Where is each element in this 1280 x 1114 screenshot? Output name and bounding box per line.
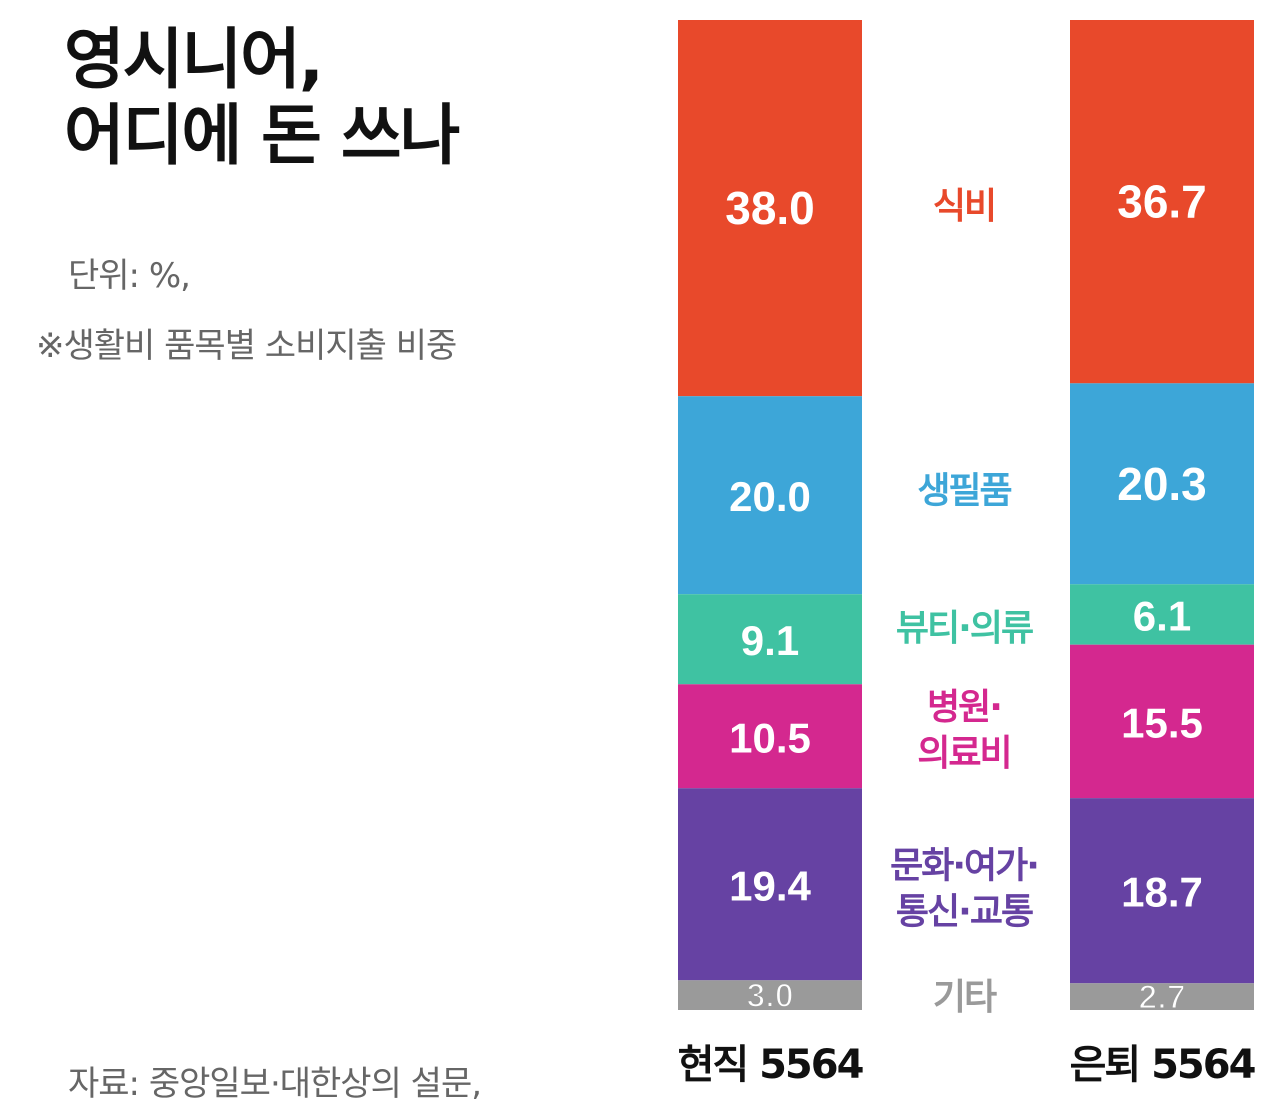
chart-title-line-1: 영시니어, bbox=[64, 21, 324, 98]
legend-label-6: 기타 bbox=[933, 977, 997, 1018]
bar-segment-2-2 bbox=[1070, 383, 1254, 585]
data-label-1-4: 10.5 bbox=[729, 714, 811, 761]
bar-segment-1-5 bbox=[678, 788, 862, 981]
description-note: ※생활비 품목별 소비지출 비중 bbox=[36, 326, 457, 366]
legend-label-line: 생필품 bbox=[917, 471, 1011, 512]
legend-label-line: 식비 bbox=[933, 186, 995, 227]
legend-label-5: 문화·여가· 통신·교통 bbox=[890, 845, 1038, 932]
data-label-1-1: 38.0 bbox=[725, 182, 815, 234]
bar-segment-1-1 bbox=[678, 20, 862, 397]
bar-segment-1-3 bbox=[678, 594, 862, 685]
legend-label-line: 병원· bbox=[927, 687, 1001, 728]
bar-segment-2-6 bbox=[1070, 983, 1254, 1010]
chart-title: 영시니어, 어디에 돈 쓰나 bbox=[64, 21, 460, 174]
data-label-2-6: 2.7 bbox=[1138, 979, 1185, 1017]
bar-segment-2-3 bbox=[1070, 584, 1254, 645]
data-label-1-2: 20.0 bbox=[729, 473, 811, 520]
category-label-2: 은퇴 5564 bbox=[1070, 1042, 1255, 1088]
data-label-2-5: 18.7 bbox=[1121, 869, 1203, 916]
category-label-1: 현직 5564 bbox=[678, 1042, 863, 1088]
bar-segment-2-1 bbox=[1070, 20, 1254, 384]
legend-label-line: 의료비 bbox=[917, 733, 1010, 774]
legend-label-line: 뷰티·의류 bbox=[896, 608, 1033, 649]
legend-label-2: 생필품 bbox=[917, 471, 1011, 512]
data-label-1-3: 9.1 bbox=[741, 617, 799, 664]
bar-segment-1-6 bbox=[678, 980, 862, 1010]
legend-label-3: 뷰티·의류 bbox=[896, 608, 1033, 649]
legend-label-line: 문화·여가· bbox=[890, 845, 1038, 886]
legend-label-line: 기타 bbox=[933, 977, 997, 1018]
source-note: 자료: 중앙일보·대한상의 설문, bbox=[68, 1064, 482, 1104]
data-label-1-6: 3.0 bbox=[746, 977, 793, 1015]
data-label-2-3: 6.1 bbox=[1133, 592, 1191, 639]
data-label-2-1: 36.7 bbox=[1117, 176, 1207, 228]
legend-label-4: 병원· 의료비 bbox=[917, 687, 1010, 774]
legend-label-line: 통신·교통 bbox=[896, 891, 1033, 932]
bar-segment-1-2 bbox=[678, 396, 862, 595]
data-label-1-5: 19.4 bbox=[729, 862, 811, 909]
unit-note: 단위: %, bbox=[68, 256, 191, 296]
bar-segment-2-5 bbox=[1070, 798, 1254, 984]
bar-segment-2-4 bbox=[1070, 644, 1254, 799]
data-label-2-2: 20.3 bbox=[1117, 458, 1207, 510]
bar-segment-1-4 bbox=[678, 684, 862, 789]
chart-title-line-2: 어디에 돈 쓰나 bbox=[64, 96, 460, 174]
data-label-2-4: 15.5 bbox=[1121, 699, 1203, 746]
legend-label-1: 식비 bbox=[933, 186, 995, 227]
